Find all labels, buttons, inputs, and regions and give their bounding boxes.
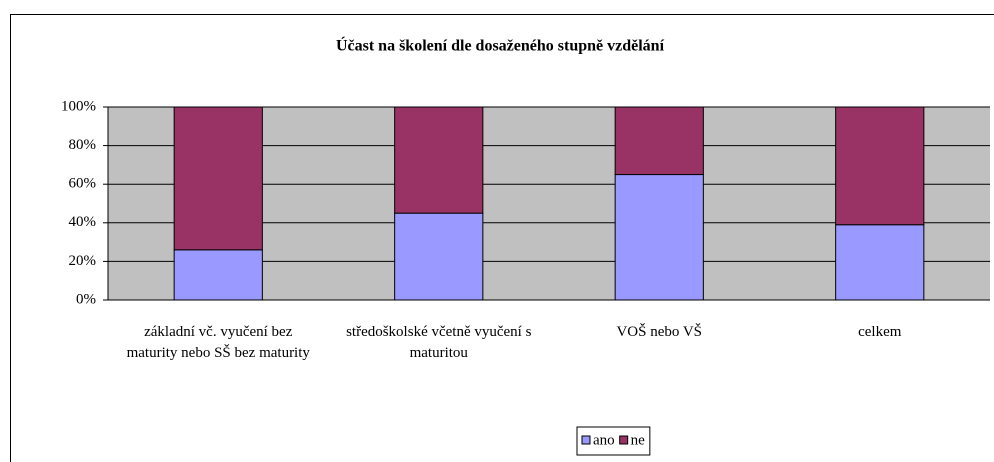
x-tick-label: středoškolské včetně vyučení s maturitou [346, 324, 532, 361]
y-tick-label: 0% [76, 291, 96, 307]
legend-swatch [619, 435, 629, 445]
bar-segment [614, 106, 704, 176]
x-tick-label: celkem [858, 324, 902, 340]
bar-segment [173, 106, 263, 251]
y-tick-label: 60% [69, 176, 97, 192]
legend-label: ne [631, 432, 646, 448]
y-tick-label: 80% [69, 137, 97, 153]
bar-segment [173, 249, 263, 301]
y-tick-label: 20% [69, 253, 97, 269]
legend-label: ano [593, 432, 615, 448]
bar-segment [394, 212, 484, 301]
bar-segment [835, 106, 925, 226]
bar-segment [835, 224, 925, 301]
chart-title: Účast na školení dle dosaženého stupně v… [336, 36, 665, 55]
y-tick-label: 100% [61, 98, 96, 114]
bar-segment [394, 106, 484, 214]
x-tick-label: VOŠ nebo VŠ [616, 324, 703, 340]
bar-segment [614, 174, 704, 301]
y-tick-label: 40% [69, 214, 97, 230]
legend-swatch [581, 435, 591, 445]
x-tick-label: základní vč. vyučení bez maturity nebo S… [126, 324, 310, 361]
